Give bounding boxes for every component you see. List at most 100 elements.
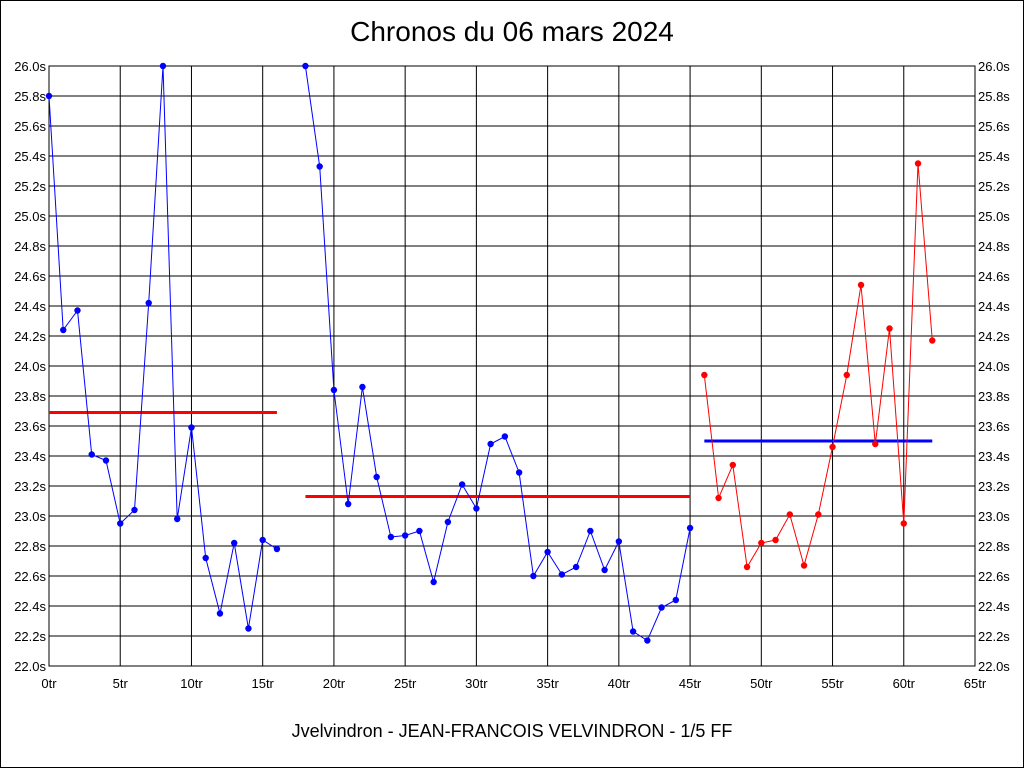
x-tick-label: 35tr [536,676,559,691]
y-tick-label-left: 23.4s [14,449,46,464]
series-line [304,65,691,642]
data-point [786,511,793,518]
data-point [60,326,67,334]
data-point [102,457,110,464]
data-point [231,539,238,547]
data-point [772,536,779,544]
data-point [416,527,423,535]
y-tick-label-left: 25.0s [14,209,46,224]
y-tick-label-left: 24.2s [14,329,46,344]
y-tick-label-right: 22.8s [978,539,1010,554]
series-line [48,65,278,629]
chart-footer: Jvelvindron - JEAN-FRANCOIS VELVINDRON -… [291,721,733,741]
data-point [686,524,694,532]
data-point [758,539,765,547]
y-tick-label-right: 25.0s [978,209,1010,224]
x-tick-label: 30tr [465,676,488,691]
y-tick-label-left: 22.0s [14,659,46,674]
y-tick-label-left: 22.8s [14,539,46,554]
y-tick-label-right: 22.4s [978,599,1010,614]
data-point [316,163,323,170]
data-point [558,571,566,578]
plot-area-border [48,65,976,667]
x-tick-label: 45tr [679,676,702,691]
x-tick-label: 5tr [113,676,129,691]
data-point [216,610,224,617]
data-point [530,572,537,580]
y-tick-label-left: 23.0s [14,509,46,524]
data-point [829,443,836,451]
x-tick-label: 20tr [323,676,346,691]
x-tick-label: 55tr [821,676,844,691]
data-point [658,604,665,611]
data-point [544,548,551,556]
data-point [815,511,822,518]
data-point [672,596,680,604]
x-tick-label: 60tr [893,676,916,691]
y-tick-label-right: 24.4s [978,299,1010,314]
data-point [401,532,409,539]
data-point [373,473,380,481]
data-point [330,386,338,394]
data-point [886,325,893,332]
data-point [45,92,53,100]
y-tick-label-right: 23.4s [978,449,1010,464]
y-tick-label-right: 24.0s [978,359,1010,374]
data-point [914,160,922,167]
data-point [857,281,865,289]
y-tick-label-left: 26.0s [14,59,46,74]
data-point [743,563,751,571]
data-point [872,440,879,448]
y-tick-label-right: 24.2s [978,329,1010,344]
data-point [188,424,195,431]
data-point [273,545,281,553]
y-tick-label-right: 25.6s [978,119,1010,134]
y-tick-label-right: 23.8s [978,389,1010,404]
y-tick-label-right: 22.6s [978,569,1010,584]
y-tick-label-right: 25.2s [978,179,1010,194]
data-point [715,494,722,502]
x-tick-label: 25tr [394,676,417,691]
y-tick-label-left: 25.4s [14,149,46,164]
y-tick-label-right: 23.0s [978,509,1010,524]
data-point [387,533,395,541]
y-tick-label-left: 23.6s [14,419,46,434]
data-point [900,520,907,527]
y-tick-label-right: 24.6s [978,269,1010,284]
data-point [259,536,266,544]
y-tick-label-right: 25.8s [978,89,1010,104]
y-tick-label-left: 24.0s [14,359,46,374]
y-tick-label-left: 22.4s [14,599,46,614]
data-point [629,628,637,635]
data-point [344,500,352,508]
data-point [117,520,124,527]
data-point [444,518,452,526]
y-tick-label-right: 22.2s [978,629,1010,644]
series-line [703,163,933,569]
data-point [572,563,580,571]
y-tick-label-left: 24.4s [14,299,46,314]
y-tick-label-right: 23.2s [978,479,1010,494]
data-point [359,383,366,391]
data-point [430,578,437,586]
y-tick-label-right: 24.8s [978,239,1010,254]
data-point [145,299,152,307]
data-point [302,62,309,70]
y-tick-label-right: 23.6s [978,419,1010,434]
y-tick-label-left: 25.8s [14,89,46,104]
data-point [843,371,850,379]
data-point [159,62,167,70]
data-point [487,440,494,448]
x-tick-label: 0tr [41,676,57,691]
data-point [929,337,936,344]
x-tick-label: 50tr [750,676,773,691]
data-point [74,307,81,314]
data-point [601,566,608,574]
data-point [701,371,708,379]
x-tick-label: 10tr [180,676,203,691]
x-tick-label: 15tr [251,676,274,691]
y-tick-label-left: 23.8s [14,389,46,404]
data-point [615,538,623,545]
